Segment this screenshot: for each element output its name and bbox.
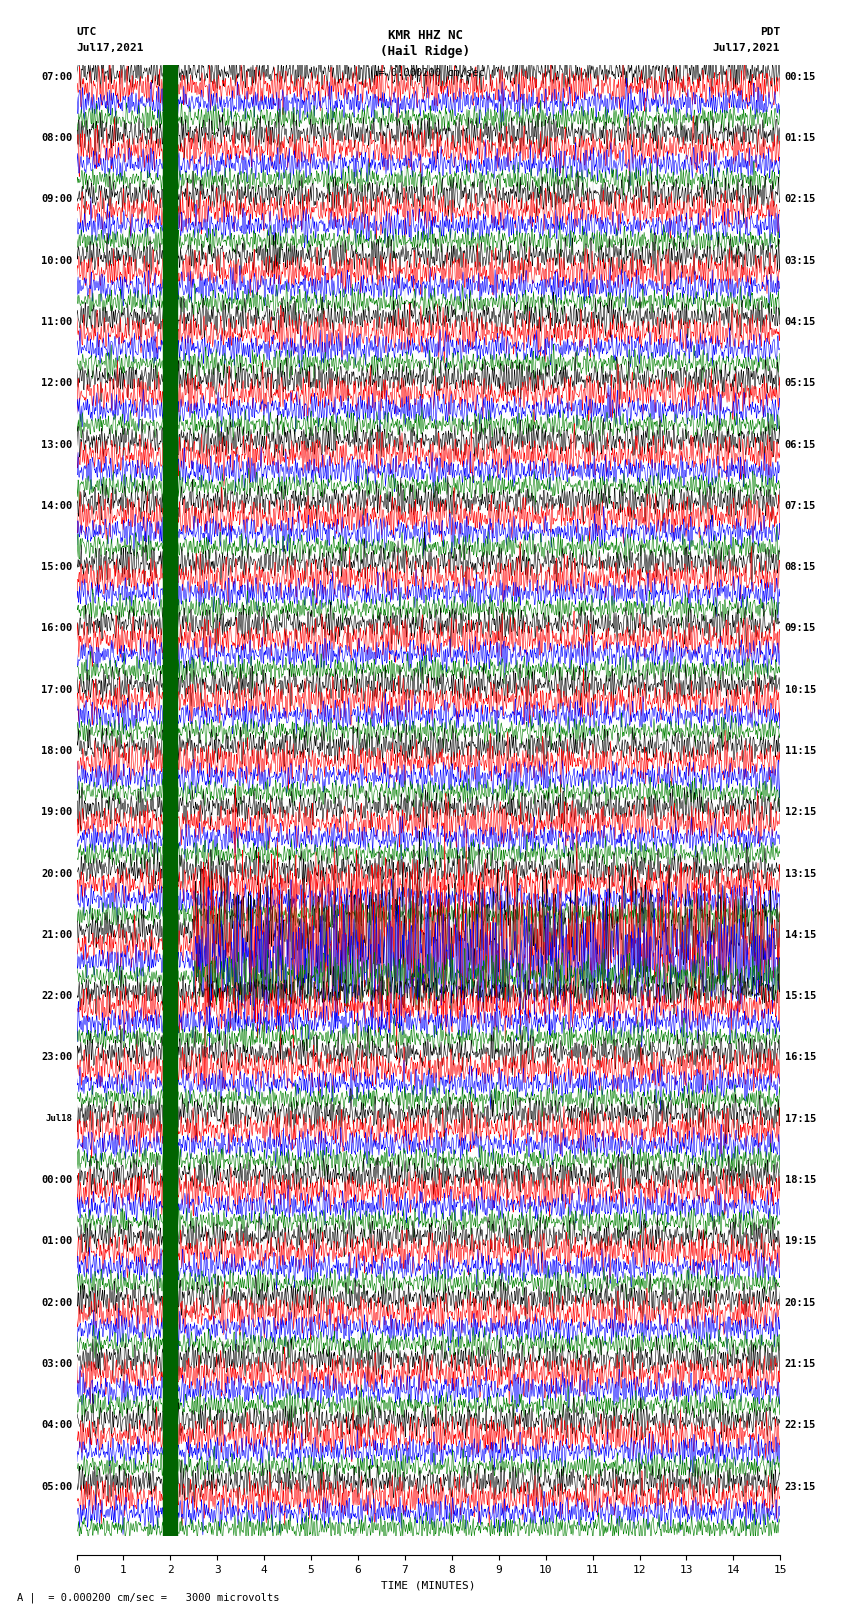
Text: 18:00: 18:00 xyxy=(41,747,72,756)
Text: 08:15: 08:15 xyxy=(785,563,816,573)
Text: 20:00: 20:00 xyxy=(41,869,72,879)
Text: 13:00: 13:00 xyxy=(41,440,72,450)
Text: 03:15: 03:15 xyxy=(785,256,816,266)
Text: | = 0.000200 cm/sec: | = 0.000200 cm/sec xyxy=(366,68,484,79)
Text: 16:00: 16:00 xyxy=(41,624,72,634)
Text: 06:15: 06:15 xyxy=(785,440,816,450)
Text: 18:15: 18:15 xyxy=(785,1176,816,1186)
Text: 21:00: 21:00 xyxy=(41,931,72,940)
Text: 05:15: 05:15 xyxy=(785,379,816,389)
Text: 21:15: 21:15 xyxy=(785,1360,816,1369)
Text: 12:00: 12:00 xyxy=(41,379,72,389)
Text: (Hail Ridge): (Hail Ridge) xyxy=(380,45,470,58)
Text: 10:15: 10:15 xyxy=(785,686,816,695)
Text: PDT: PDT xyxy=(760,27,780,37)
Text: Jul17,2021: Jul17,2021 xyxy=(76,44,144,53)
Text: 10:00: 10:00 xyxy=(41,256,72,266)
Text: 07:15: 07:15 xyxy=(785,502,816,511)
Text: 19:00: 19:00 xyxy=(41,808,72,818)
Text: 14:00: 14:00 xyxy=(41,502,72,511)
Text: 07:00: 07:00 xyxy=(41,73,72,82)
Text: 04:00: 04:00 xyxy=(41,1421,72,1431)
Text: 17:00: 17:00 xyxy=(41,686,72,695)
Text: 01:15: 01:15 xyxy=(785,134,816,144)
Text: 14:15: 14:15 xyxy=(785,931,816,940)
Text: 05:00: 05:00 xyxy=(41,1482,72,1492)
Text: 23:15: 23:15 xyxy=(785,1482,816,1492)
Text: 17:15: 17:15 xyxy=(785,1115,816,1124)
Text: 20:15: 20:15 xyxy=(785,1298,816,1308)
Text: 09:15: 09:15 xyxy=(785,624,816,634)
Text: Jul18: Jul18 xyxy=(45,1115,72,1123)
Text: 11:00: 11:00 xyxy=(41,318,72,327)
Text: 15:15: 15:15 xyxy=(785,992,816,1002)
Bar xyxy=(163,65,178,1536)
Text: 01:00: 01:00 xyxy=(41,1237,72,1247)
Text: 00:15: 00:15 xyxy=(785,73,816,82)
Text: A |  = 0.000200 cm/sec =   3000 microvolts: A | = 0.000200 cm/sec = 3000 microvolts xyxy=(17,1592,280,1603)
Text: 11:15: 11:15 xyxy=(785,747,816,756)
Text: KMR HHZ NC: KMR HHZ NC xyxy=(388,29,462,42)
Text: 09:00: 09:00 xyxy=(41,195,72,205)
Text: 02:15: 02:15 xyxy=(785,195,816,205)
Text: 13:15: 13:15 xyxy=(785,869,816,879)
X-axis label: TIME (MINUTES): TIME (MINUTES) xyxy=(381,1581,476,1590)
Text: 03:00: 03:00 xyxy=(41,1360,72,1369)
Text: 00:00: 00:00 xyxy=(41,1176,72,1186)
Text: Jul17,2021: Jul17,2021 xyxy=(713,44,780,53)
Text: 22:00: 22:00 xyxy=(41,992,72,1002)
Text: 02:00: 02:00 xyxy=(41,1298,72,1308)
Text: 15:00: 15:00 xyxy=(41,563,72,573)
Text: UTC: UTC xyxy=(76,27,97,37)
Text: 12:15: 12:15 xyxy=(785,808,816,818)
Text: 16:15: 16:15 xyxy=(785,1053,816,1063)
Text: 08:00: 08:00 xyxy=(41,134,72,144)
Text: 19:15: 19:15 xyxy=(785,1237,816,1247)
Text: 23:00: 23:00 xyxy=(41,1053,72,1063)
Text: 04:15: 04:15 xyxy=(785,318,816,327)
Text: 22:15: 22:15 xyxy=(785,1421,816,1431)
